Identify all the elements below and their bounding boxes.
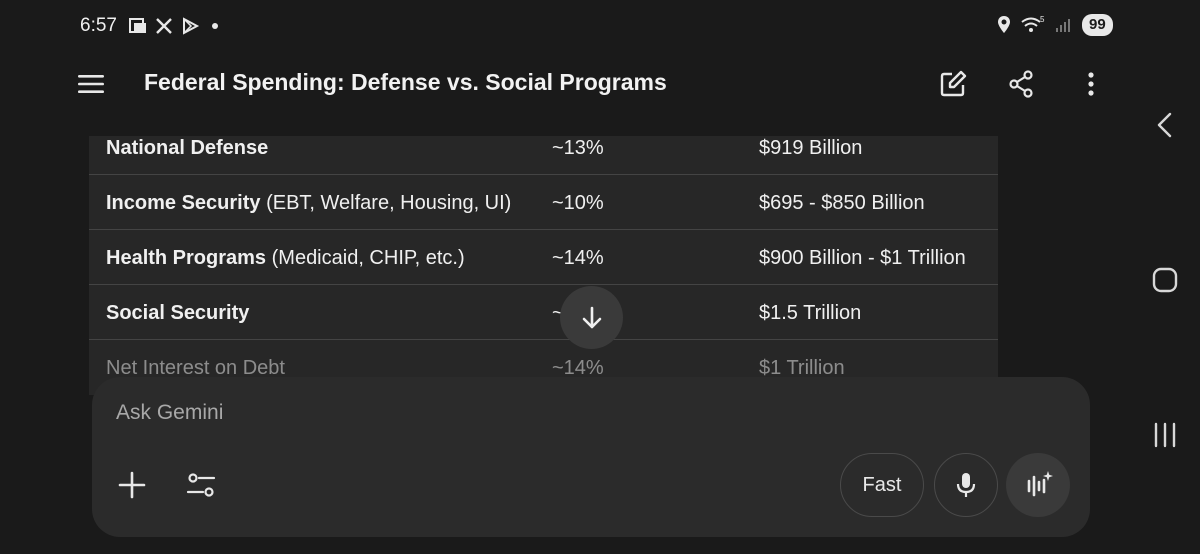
percent-cell: ~14% <box>552 247 604 269</box>
category-cell: Income Security (EBT, Welfare, Housing, … <box>106 192 511 215</box>
composer-panel: Fast <box>92 377 1090 537</box>
share-icon[interactable] <box>1006 69 1036 99</box>
tools-icon[interactable] <box>184 469 218 501</box>
svg-text:5: 5 <box>1040 15 1045 24</box>
category-name: Health Programs <box>106 247 267 269</box>
table-row: Health Programs (Medicaid, CHIP, etc.) ~… <box>89 230 998 285</box>
status-time: 6:57 <box>80 15 117 36</box>
page-title: Federal Spending: Defense vs. Social Pro… <box>144 69 667 95</box>
arrow-down-icon <box>582 306 601 328</box>
table-row: Income Security (EBT, Welfare, Housing, … <box>89 175 998 230</box>
scroll-to-bottom-button[interactable] <box>560 286 623 349</box>
table-row: Net Interest on Debt ~14% $1 Trillion <box>89 340 998 395</box>
back-icon[interactable] <box>1154 112 1176 138</box>
more-options-icon[interactable] <box>1076 69 1106 99</box>
microphone-icon <box>956 473 976 497</box>
battery-indicator: 99 <box>1082 14 1113 36</box>
location-icon <box>998 16 1010 33</box>
spending-table: National Defense ~13% $919 Billion Incom… <box>89 136 998 395</box>
amount-cell: $919 Billion <box>759 137 863 159</box>
percent-cell: ~10% <box>552 192 604 214</box>
category-cell: National Defense <box>106 137 268 160</box>
play-store-icon <box>183 17 200 35</box>
microphone-button[interactable] <box>934 453 998 517</box>
status-bar: 6:57 5 99 <box>0 0 1130 52</box>
x-logo-icon <box>156 18 172 34</box>
recent-apps-icon[interactable] <box>1152 422 1178 448</box>
percent-cell: ~13% <box>552 137 604 159</box>
live-mode-button[interactable] <box>1006 453 1070 517</box>
signal-icon <box>1056 19 1070 32</box>
more-notifications-dot <box>212 23 218 29</box>
wifi-icon: 5 <box>1021 15 1045 32</box>
category-detail: (Medicaid, CHIP, etc.) <box>266 247 465 269</box>
category-name: Income Security <box>106 192 261 214</box>
live-waveform-icon <box>1027 471 1053 497</box>
category-name: National Defense <box>106 137 269 159</box>
prompt-input[interactable] <box>116 397 816 429</box>
app-bar: Federal Spending: Defense vs. Social Pro… <box>0 58 1130 110</box>
category-name: Net Interest on Debt <box>106 357 285 379</box>
edit-icon[interactable] <box>938 69 968 99</box>
category-cell: Health Programs (Medicaid, CHIP, etc.) <box>106 247 465 270</box>
notification-icons <box>128 16 218 36</box>
model-mode-button[interactable]: Fast <box>840 453 924 517</box>
card-notification-icon <box>129 18 146 33</box>
category-cell: Net Interest on Debt <box>106 357 285 380</box>
percent-cell: ~ <box>552 302 564 324</box>
home-icon[interactable] <box>1152 267 1178 293</box>
table-row: National Defense ~13% $919 Billion <box>89 136 998 175</box>
category-detail: (EBT, Welfare, Housing, UI) <box>260 192 512 214</box>
menu-icon[interactable] <box>76 70 106 98</box>
amount-cell: $1 Trillion <box>759 357 845 379</box>
amount-cell: $900 Billion - $1 Trillion <box>759 247 966 269</box>
category-name: Social Security <box>106 302 250 324</box>
category-cell: Social Security <box>106 302 249 325</box>
amount-cell: $695 - $850 Billion <box>759 192 925 214</box>
amount-cell: $1.5 Trillion <box>759 302 862 324</box>
percent-cell: ~14% <box>552 357 604 379</box>
table-row: Social Security ~ $1.5 Trillion <box>89 285 998 340</box>
system-status-icons: 5 99 <box>996 14 1113 36</box>
add-icon[interactable] <box>116 469 148 501</box>
